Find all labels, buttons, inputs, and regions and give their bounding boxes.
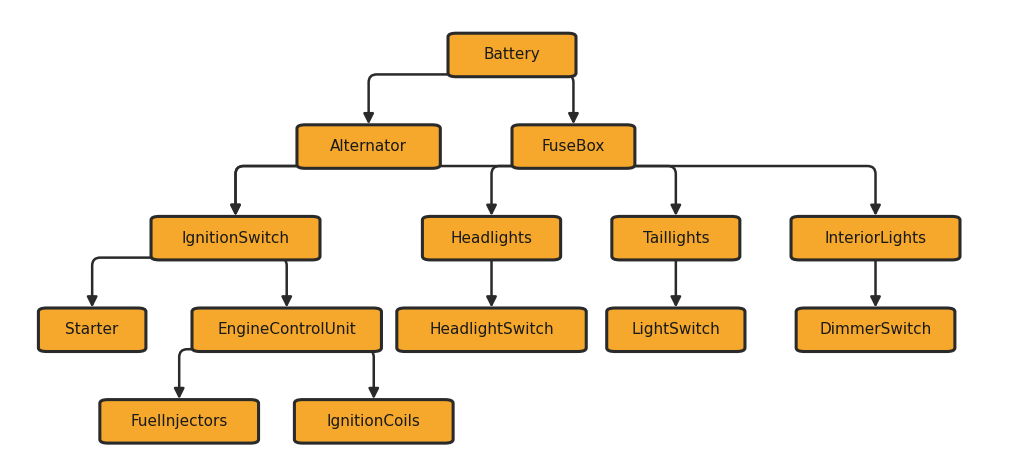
Text: IgnitionSwitch: IgnitionSwitch	[181, 231, 290, 245]
FancyBboxPatch shape	[612, 217, 739, 260]
FancyBboxPatch shape	[797, 308, 954, 352]
Text: Taillights: Taillights	[642, 231, 710, 245]
Text: Starter: Starter	[66, 322, 119, 337]
Text: HeadlightSwitch: HeadlightSwitch	[429, 322, 554, 337]
Text: DimmerSwitch: DimmerSwitch	[819, 322, 932, 337]
Text: FuelInjectors: FuelInjectors	[130, 414, 228, 429]
FancyBboxPatch shape	[39, 308, 145, 352]
FancyBboxPatch shape	[422, 217, 561, 260]
Text: Headlights: Headlights	[451, 231, 532, 245]
FancyBboxPatch shape	[606, 308, 745, 352]
FancyBboxPatch shape	[99, 399, 258, 443]
Text: EngineControlUnit: EngineControlUnit	[217, 322, 356, 337]
FancyBboxPatch shape	[791, 217, 961, 260]
Text: Alternator: Alternator	[330, 139, 408, 154]
FancyBboxPatch shape	[152, 217, 319, 260]
FancyBboxPatch shape	[295, 399, 453, 443]
FancyBboxPatch shape	[449, 33, 575, 76]
FancyBboxPatch shape	[297, 125, 440, 169]
FancyBboxPatch shape	[512, 125, 635, 169]
Text: IgnitionCoils: IgnitionCoils	[327, 414, 421, 429]
Text: LightSwitch: LightSwitch	[632, 322, 720, 337]
Text: InteriorLights: InteriorLights	[824, 231, 927, 245]
Text: FuseBox: FuseBox	[542, 139, 605, 154]
FancyBboxPatch shape	[396, 308, 586, 352]
FancyBboxPatch shape	[193, 308, 382, 352]
Text: Battery: Battery	[483, 48, 541, 62]
